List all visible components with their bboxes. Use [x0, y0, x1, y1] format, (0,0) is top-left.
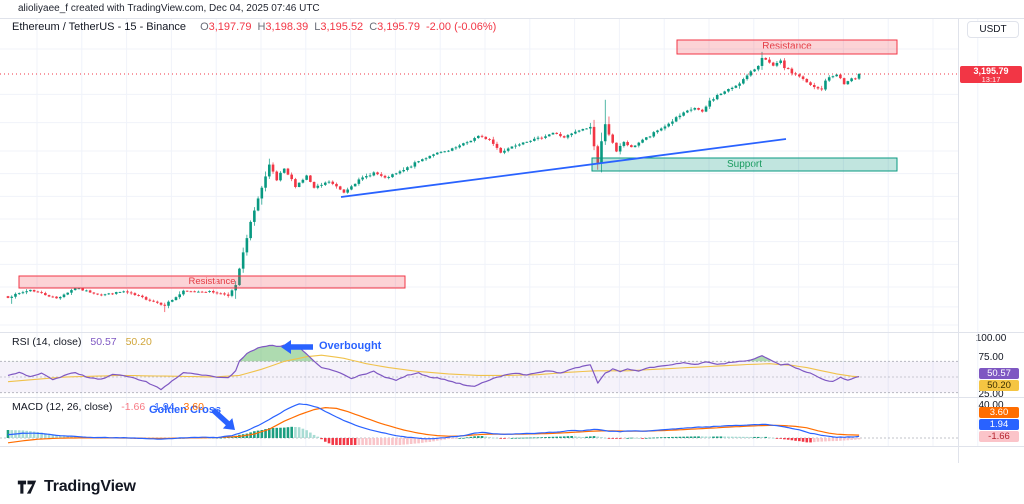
macd-signal-badge: 3.60	[979, 407, 1019, 418]
rsi-value: 50.57	[90, 336, 117, 348]
macd-hist-badge: -1.66	[979, 431, 1019, 442]
rsi-pane	[0, 344, 958, 394]
macd-signal-value: 3.60	[183, 401, 204, 413]
time-axis[interactable]: 203:0006:0009:0012:0015:0018:0021:00303:…	[0, 447, 1024, 463]
attribution-text: alioliyaee_f created with TradingView.co…	[18, 3, 320, 14]
close-label: C	[369, 21, 378, 33]
macd-line	[7, 403, 860, 440]
low-value: 3,195.52	[320, 21, 364, 33]
symbol-title: Ethereum / TetherUS - 15 - Binance	[12, 21, 187, 33]
rsi-line	[7, 344, 860, 391]
close-value: 3,195.79	[377, 21, 420, 33]
macd-legend[interactable]: MACD (12, 26, close) -1.66 1.94 3.60	[12, 401, 204, 413]
tradingview-logo[interactable]: TradingView	[16, 476, 136, 498]
open-label: O	[200, 21, 209, 33]
macd-pane	[0, 403, 958, 445]
last-price-badge: 3,195.79 13:17	[960, 66, 1022, 83]
candlestick-series	[6, 51, 861, 313]
high-value: 3,198.39	[265, 21, 309, 33]
change-value: -2.00 (-0.06%)	[425, 21, 497, 33]
rsi-title: RSI (14, close)	[12, 336, 82, 348]
open-value: 3,197.79	[208, 21, 252, 33]
macd-title: MACD (12, 26, close)	[12, 401, 113, 413]
macd-hist-value: -1.66	[121, 401, 146, 413]
rsi-ma-line	[7, 354, 860, 383]
low-label: L	[314, 21, 321, 33]
golden-cross-annotation[interactable]: Golden Cross	[149, 404, 222, 416]
tradingview-logo-icon	[17, 480, 37, 494]
currency-toggle[interactable]: USDT	[967, 21, 1019, 38]
symbol-legend[interactable]: Ethereum / TetherUS - 15 - Binance O3,197…	[12, 21, 496, 33]
annotation-arrow[interactable]	[211, 408, 235, 430]
rsi-ma-badge: 50.20	[979, 380, 1019, 391]
tradingview-logo-text: TradingView	[44, 478, 136, 495]
rsi-ma-value: 50.20	[125, 336, 152, 348]
rsi-badge: 50.57	[979, 368, 1019, 379]
annotation-arrow[interactable]	[281, 340, 313, 354]
bar-countdown: 13:17	[981, 75, 1001, 84]
pane-separators	[0, 18, 1024, 463]
macd-line-badge: 1.94	[979, 419, 1019, 430]
drawings	[18, 39, 898, 289]
macd-line-value: 1.94	[154, 401, 175, 413]
rsi-legend[interactable]: RSI (14, close) 50.57 50.20	[12, 336, 152, 348]
high-label: H	[257, 21, 266, 33]
last-price-value: 3,195.79	[973, 66, 1009, 76]
